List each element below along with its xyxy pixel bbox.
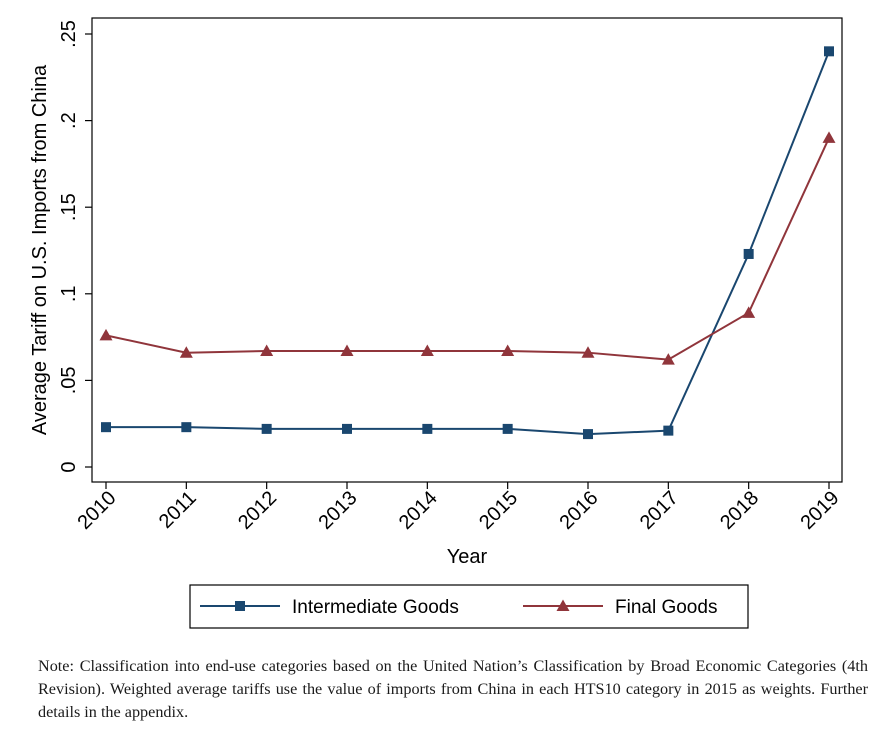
data-point-final-goods (661, 353, 675, 365)
y-axis-title: Average Tariff on U.S. Imports from Chin… (29, 64, 51, 435)
x-tick-label: 2011 (155, 487, 201, 533)
x-tick-label: 2016 (555, 487, 602, 534)
data-point-final-goods (501, 344, 515, 356)
data-point-final-goods (581, 346, 595, 358)
legend-marker-intermediate-goods (235, 601, 245, 611)
legend-label-final-goods: Final Goods (615, 597, 717, 618)
legend-label-intermediate-goods: Intermediate Goods (292, 597, 459, 618)
data-point-final-goods (742, 306, 756, 318)
data-point-final-goods (822, 131, 836, 143)
data-point-intermediate-goods (181, 422, 192, 433)
x-tick-label: 2019 (796, 487, 843, 534)
legend: Intermediate Goods Final Goods (189, 584, 749, 629)
series-layer (99, 46, 836, 440)
x-tick-label: 2014 (395, 487, 442, 534)
x-tick-label: 2017 (636, 487, 683, 534)
y-tick-label: .15 (58, 193, 80, 221)
data-point-final-goods (260, 344, 274, 356)
series-intermediate-goods (101, 46, 834, 440)
y-tick-label: .1 (58, 285, 80, 302)
legend-box (189, 584, 749, 629)
y-tick-label: .25 (58, 20, 80, 48)
series-final-goods (99, 131, 836, 365)
data-point-intermediate-goods (342, 423, 352, 434)
x-tick-label: 2015 (475, 487, 522, 534)
data-point-intermediate-goods (422, 423, 433, 434)
data-point-final-goods (99, 328, 113, 341)
data-point-intermediate-goods (502, 423, 513, 434)
data-point-intermediate-goods (743, 248, 754, 259)
data-point-intermediate-goods (583, 429, 593, 440)
data-point-intermediate-goods (663, 425, 674, 436)
x-axis-ticks: 2010 2011 2012 2013 2014 2015 2016 2017 2018 2019 (73, 482, 843, 534)
x-tick-label: 2013 (314, 487, 361, 534)
data-point-final-goods (420, 344, 434, 356)
line-chart: 0.05.1.15.2.25 2010 2011 2012 2013 2014 2015 2… (29, 17, 843, 629)
y-tick-label: .05 (58, 366, 80, 394)
x-tick-label: 2012 (234, 487, 281, 534)
x-tick-label: 2010 (73, 487, 120, 534)
data-point-intermediate-goods (101, 422, 111, 433)
figure-note: Note: Classification into end-use catego… (38, 657, 868, 721)
data-point-final-goods (340, 344, 354, 356)
data-point-final-goods (179, 346, 193, 358)
x-tick-label: 2018 (716, 487, 763, 534)
legend-marker-final-goods (556, 599, 570, 611)
y-tick-label: 0 (58, 461, 80, 472)
y-tick-label: .2 (58, 112, 80, 129)
y-axis-ticks: 0 .05 .1 .15 .2 .25 (58, 20, 92, 473)
data-point-intermediate-goods (261, 423, 272, 434)
series-line-final-goods (105, 137, 830, 361)
data-point-intermediate-goods (824, 46, 834, 57)
series-line-intermediate-goods (106, 50, 830, 436)
x-axis-title: Year (447, 546, 488, 568)
plot-area (91, 17, 843, 483)
